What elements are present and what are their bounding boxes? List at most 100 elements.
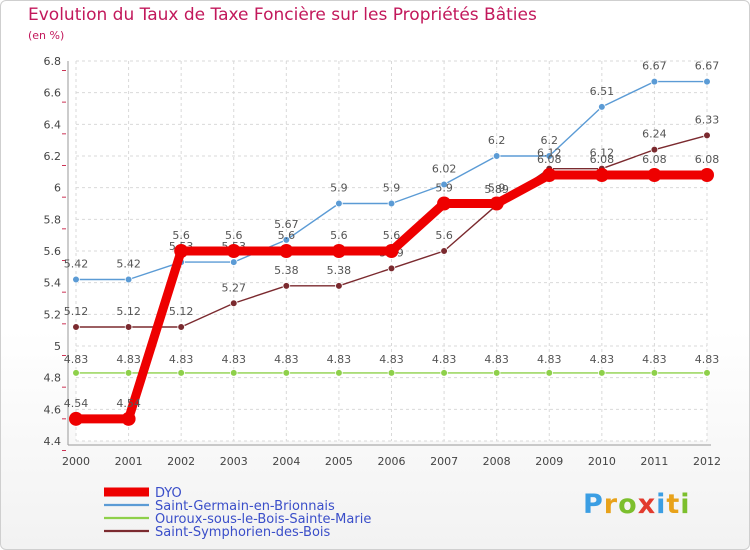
y-tick-label: 5.6 [44, 245, 62, 258]
data-point-dyo [542, 168, 557, 182]
data-label-dyo: 4.54 [64, 397, 89, 410]
legend-label-saint-symphorien-des-bois: Saint-Symphorien-des-Bois [155, 525, 331, 540]
data-point-saint-germain-en-brionnais [124, 275, 133, 284]
data-label-saint-symphorien-des-bois: 5.38 [327, 264, 352, 277]
y-tick-label: 5.4 [44, 277, 62, 290]
data-point-saint-germain-en-brionnais [387, 199, 396, 208]
data-label-ouroux-sous-le-bois-sainte-marie: 4.83 [169, 353, 194, 366]
data-point-saint-symphorien-des-bois [335, 282, 343, 290]
data-label-dyo: 5.9 [435, 182, 453, 195]
chart-title: Evolution du Taux de Taxe Foncière sur l… [28, 5, 537, 25]
data-point-saint-symphorien-des-bois [387, 264, 396, 273]
data-point-ouroux-sous-le-bois-sainte-marie [177, 369, 185, 377]
x-tick-label: 2005 [325, 455, 353, 468]
logo-letter: t [666, 489, 681, 520]
data-point-saint-germain-en-brionnais [440, 180, 448, 189]
data-label-saint-symphorien-des-bois: 6.33 [695, 113, 720, 126]
data-label-dyo: 5.9 [488, 182, 506, 195]
data-label-dyo: 5.6 [383, 229, 401, 242]
data-point-saint-symphorien-des-bois [229, 299, 238, 308]
logo-letter: r [603, 489, 619, 520]
data-point-ouroux-sous-le-bois-sainte-marie [440, 369, 448, 377]
data-label-saint-germain-en-brionnais: 5.42 [64, 258, 89, 271]
x-tick-label: 2001 [115, 455, 143, 468]
data-label-saint-germain-en-brionnais: 6.2 [488, 134, 506, 147]
data-point-dyo [226, 244, 241, 258]
y-tick-label: 6.8 [44, 55, 62, 68]
data-label-ouroux-sous-le-bois-sainte-marie: 4.83 [116, 353, 141, 366]
data-point-dyo [384, 244, 399, 258]
data-label-dyo: 5.6 [225, 229, 243, 242]
x-tick-label: 2009 [535, 455, 563, 468]
x-tick-label: 2010 [588, 455, 616, 468]
data-point-dyo [647, 168, 662, 182]
data-point-ouroux-sous-le-bois-sainte-marie [387, 369, 396, 377]
data-point-saint-germain-en-brionnais [598, 103, 606, 111]
data-label-dyo: 6.08 [590, 153, 615, 166]
data-label-dyo: 5.6 [172, 229, 190, 242]
data-label-saint-germain-en-brionnais: 6.67 [642, 60, 667, 73]
data-label-dyo: 5.6 [330, 229, 348, 242]
legend-label-dyo: DYO [155, 486, 182, 501]
data-label-dyo: 6.08 [695, 153, 720, 166]
data-point-ouroux-sous-le-bois-sainte-marie [650, 369, 659, 377]
data-point-dyo [437, 196, 452, 211]
data-point-saint-germain-en-brionnais [492, 152, 501, 160]
data-label-saint-symphorien-des-bois: 5.12 [169, 305, 194, 318]
data-point-saint-germain-en-brionnais [650, 77, 659, 86]
data-label-dyo: 6.08 [642, 153, 667, 166]
data-point-saint-symphorien-des-bois [703, 131, 711, 140]
data-point-saint-symphorien-des-bois [124, 323, 133, 331]
data-label-saint-symphorien-des-bois: 5.38 [274, 264, 299, 277]
data-point-dyo [331, 244, 346, 258]
data-point-dyo [121, 411, 136, 426]
data-point-ouroux-sous-le-bois-sainte-marie [703, 369, 711, 377]
x-tick-label: 2006 [378, 455, 406, 468]
y-tick-label: 4.6 [44, 403, 62, 416]
data-label-saint-germain-en-brionnais: 5.9 [330, 182, 348, 195]
logo-letter: x [637, 489, 657, 520]
y-tick-label: 6 [54, 182, 61, 195]
data-point-ouroux-sous-le-bois-sainte-marie [124, 369, 133, 377]
data-point-ouroux-sous-le-bois-sainte-marie [598, 369, 606, 377]
data-point-ouroux-sous-le-bois-sainte-marie [229, 369, 238, 377]
x-tick-label: 2012 [693, 455, 721, 468]
data-label-saint-symphorien-des-bois: 5.6 [435, 229, 453, 242]
data-point-saint-symphorien-des-bois [440, 247, 448, 255]
data-point-saint-symphorien-des-bois [650, 145, 659, 154]
data-point-ouroux-sous-le-bois-sainte-marie [335, 369, 343, 377]
data-label-ouroux-sous-le-bois-sainte-marie: 4.83 [327, 353, 352, 366]
data-label-dyo: 6.08 [537, 153, 562, 166]
data-label-saint-symphorien-des-bois: 5.12 [64, 305, 89, 318]
data-point-dyo [594, 168, 609, 182]
legend-label-ouroux-sous-le-bois-sainte-marie: Ouroux-sous-le-Bois-Sainte-Marie [155, 512, 371, 527]
y-tick-label: 6.2 [44, 150, 62, 163]
logo-letter: i [656, 489, 667, 520]
data-label-saint-symphorien-des-bois: 6.12 [590, 147, 615, 160]
data-point-ouroux-sous-le-bois-sainte-marie [492, 369, 501, 377]
data-point-saint-germain-en-brionnais [72, 275, 80, 284]
data-label-dyo: 5.6 [278, 229, 296, 242]
data-label-ouroux-sous-le-bois-sainte-marie: 4.83 [484, 353, 509, 366]
x-tick-label: 2008 [483, 455, 511, 468]
data-label-saint-symphorien-des-bois: 6.24 [642, 128, 667, 141]
data-point-saint-symphorien-des-bois [177, 323, 185, 331]
data-label-ouroux-sous-le-bois-sainte-marie: 4.83 [590, 353, 615, 366]
data-point-dyo [279, 244, 294, 258]
chart-subtitle: (en %) [28, 29, 65, 42]
data-point-dyo [489, 196, 504, 211]
data-label-saint-germain-en-brionnais: 6.67 [695, 60, 720, 73]
y-tick-label: 5.2 [44, 308, 62, 321]
data-label-saint-symphorien-des-bois: 6.12 [537, 147, 562, 160]
data-label-ouroux-sous-le-bois-sainte-marie: 4.83 [222, 353, 247, 366]
data-label-ouroux-sous-le-bois-sainte-marie: 4.83 [274, 353, 299, 366]
y-tick-label: 4.8 [44, 372, 62, 385]
data-label-ouroux-sous-le-bois-sainte-marie: 4.83 [695, 353, 720, 366]
data-label-saint-germain-en-brionnais: 6.51 [590, 85, 615, 98]
data-point-saint-germain-en-brionnais [229, 258, 238, 266]
data-point-saint-germain-en-brionnais [282, 236, 291, 244]
x-tick-label: 2002 [167, 455, 195, 468]
y-tick-label: 6.6 [44, 87, 62, 100]
